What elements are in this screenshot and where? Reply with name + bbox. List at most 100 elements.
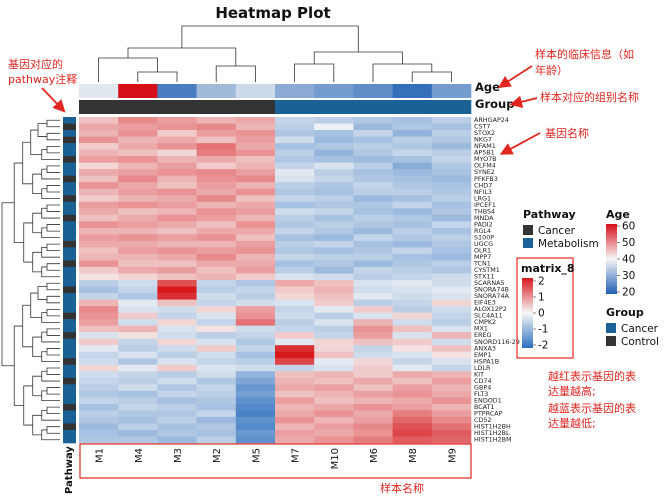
gene-label: EREG xyxy=(474,331,492,339)
heatmap-cell xyxy=(392,312,433,320)
heatmap-cell xyxy=(157,338,197,346)
gene-label: CST7 xyxy=(474,123,491,131)
heatmap-cell xyxy=(196,188,237,196)
matrix-legend-colorbar xyxy=(522,278,533,348)
dendrogram-branch xyxy=(46,328,60,336)
heatmap-cell xyxy=(314,136,354,144)
pathway-cell xyxy=(63,377,76,385)
heatmap-cell xyxy=(392,338,433,346)
pathway-cell xyxy=(63,253,76,261)
heatmap-cell xyxy=(392,149,433,157)
heatmap-cell xyxy=(79,429,119,437)
heatmap-cell xyxy=(314,299,354,307)
heatmap-cell xyxy=(392,286,433,294)
dendrogram-branch xyxy=(41,312,60,323)
heatmap-cell xyxy=(118,162,158,170)
heatmap-cell xyxy=(431,149,472,157)
heatmap-cell xyxy=(275,162,315,170)
group-legend-title: Group xyxy=(606,306,644,319)
dendrogram-branch xyxy=(30,129,42,155)
heatmap-cell xyxy=(79,234,119,242)
heatmap-cell xyxy=(275,390,315,398)
note-clinical-line1: 样本的临床信息（如 xyxy=(535,47,634,61)
heatmap-cell xyxy=(431,325,472,333)
heatmap-cell xyxy=(157,169,197,176)
gene-label: ENDOD1 xyxy=(474,396,502,404)
heatmap-cell xyxy=(353,188,393,196)
heatmap-cell xyxy=(79,377,119,385)
note-meaning-line4: 达量越低; xyxy=(548,416,596,430)
heatmap-cell xyxy=(314,221,354,229)
heatmap-cell xyxy=(431,273,472,281)
heatmap-cell xyxy=(392,214,433,222)
pathway-cell xyxy=(63,175,76,183)
heatmap-cell xyxy=(157,130,197,137)
heatmap-cell xyxy=(353,221,393,229)
heatmap-cell xyxy=(118,182,158,190)
heatmap-cell xyxy=(157,351,197,359)
note-meaning-line1: 越红表示基因的表 xyxy=(548,369,636,383)
heatmap-cell xyxy=(431,214,472,222)
gene-label: SNORD116-29 xyxy=(474,338,520,346)
heatmap-cell xyxy=(314,416,354,424)
heatmap-cell xyxy=(392,293,433,300)
heatmap-cell xyxy=(157,188,197,196)
heatmap-cell xyxy=(275,429,315,437)
heatmap-cell xyxy=(314,123,354,131)
heatmap-cell xyxy=(79,436,119,444)
heatmap-cell xyxy=(196,247,237,255)
gene-label: SYNE2 xyxy=(474,168,495,176)
heatmap-cell xyxy=(235,403,276,411)
heatmap-cell xyxy=(79,188,119,196)
heatmap-cell xyxy=(431,286,472,294)
heatmap-cell xyxy=(392,266,433,274)
heatmap-cell xyxy=(235,130,276,137)
heatmap-cell xyxy=(353,240,393,248)
heatmap-cell xyxy=(157,371,197,379)
heatmap-cell xyxy=(353,403,393,411)
pathway-cell xyxy=(63,227,76,235)
heatmap-cell xyxy=(79,175,119,183)
age-cell xyxy=(235,84,276,98)
heatmap-cell xyxy=(157,293,197,300)
heatmap-cell xyxy=(118,201,158,209)
heatmap-cell xyxy=(235,429,276,437)
heatmap-cell xyxy=(79,371,119,379)
heatmap-cell xyxy=(235,240,276,248)
group-cell xyxy=(275,100,315,114)
heatmap-cell xyxy=(118,260,158,268)
heatmap-cell xyxy=(275,227,315,235)
gene-label: GBP4 xyxy=(474,383,491,391)
heatmap-cell xyxy=(431,221,472,229)
pathway-cell xyxy=(63,260,76,268)
heatmap-cell xyxy=(157,273,197,281)
heatmap-cell xyxy=(157,247,197,255)
heatmap-cell xyxy=(353,247,393,255)
gene-label: MYO7B xyxy=(474,155,497,163)
heatmap-cell xyxy=(353,364,393,372)
heatmap-cell xyxy=(235,312,276,320)
heatmap-cell xyxy=(235,351,276,359)
heatmap-cell xyxy=(314,403,354,411)
heatmap-cell xyxy=(314,397,354,405)
group-cell xyxy=(79,100,119,114)
gene-label: STX11 xyxy=(474,273,494,281)
pathway-cell xyxy=(63,273,76,281)
heatmap-cell xyxy=(196,227,237,235)
pathway-cell xyxy=(63,266,76,274)
heatmap-cell xyxy=(431,319,472,326)
heatmap-cell xyxy=(235,423,276,431)
heatmap-cell xyxy=(392,130,433,137)
heatmap-cell xyxy=(157,429,197,437)
heatmap-cell xyxy=(79,240,119,248)
heatmap-cell xyxy=(314,410,354,418)
heatmap-cell xyxy=(392,175,433,183)
group-cell xyxy=(157,100,197,114)
pathway-cell xyxy=(63,397,76,405)
dendrogram-branch xyxy=(41,331,60,343)
heatmap-cell xyxy=(157,182,197,190)
heatmap-cell xyxy=(275,221,315,229)
dendrogram-branch xyxy=(215,65,256,82)
heatmap-cell xyxy=(353,175,393,183)
age-cell xyxy=(392,84,433,98)
